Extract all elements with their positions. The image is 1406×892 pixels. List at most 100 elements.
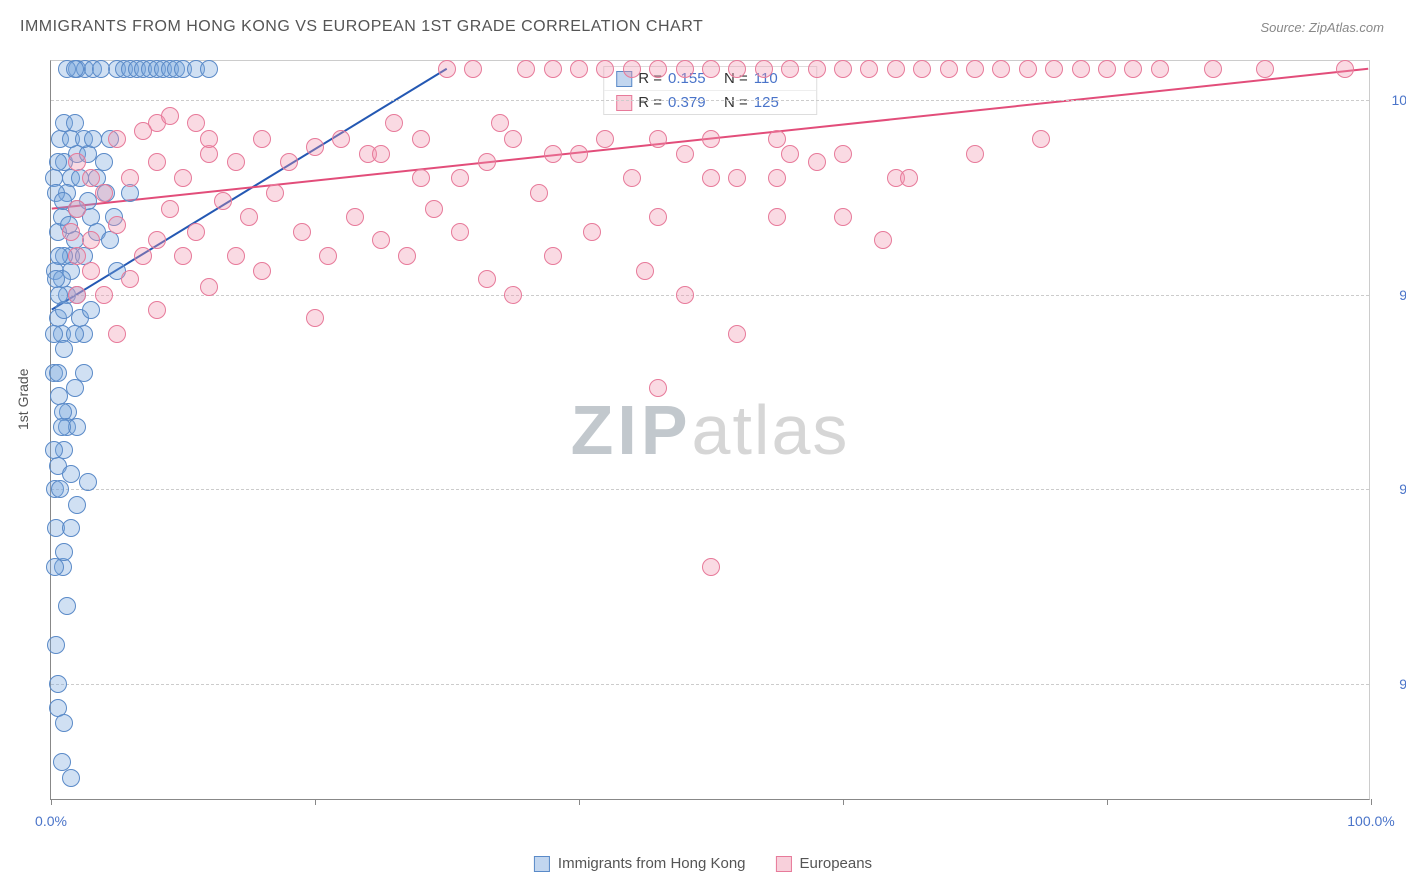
data-point-eu xyxy=(68,286,86,304)
data-point-eu xyxy=(200,130,218,148)
legend-swatch-pink xyxy=(616,95,632,111)
x-tick xyxy=(843,799,844,805)
data-point-hk xyxy=(82,301,100,319)
data-point-eu xyxy=(702,558,720,576)
data-point-eu xyxy=(755,60,773,78)
n-label: N = xyxy=(724,94,748,111)
data-point-eu xyxy=(874,231,892,249)
data-point-eu xyxy=(530,184,548,202)
data-point-eu xyxy=(649,208,667,226)
data-point-hk xyxy=(55,714,73,732)
data-point-eu xyxy=(702,60,720,78)
data-point-hk xyxy=(92,60,110,78)
data-point-eu xyxy=(253,130,271,148)
data-point-eu xyxy=(148,153,166,171)
data-point-eu xyxy=(1032,130,1050,148)
data-point-hk xyxy=(84,130,102,148)
data-point-eu xyxy=(900,169,918,187)
data-point-eu xyxy=(1045,60,1063,78)
chart-title: IMMIGRANTS FROM HONG KONG VS EUROPEAN 1S… xyxy=(20,18,703,36)
data-point-eu xyxy=(570,60,588,78)
legend-swatch-blue xyxy=(534,856,550,872)
data-point-hk xyxy=(101,231,119,249)
n-value-eu: 125 xyxy=(754,94,804,111)
data-point-hk xyxy=(95,153,113,171)
data-point-eu xyxy=(253,262,271,280)
data-point-eu xyxy=(412,130,430,148)
data-point-eu xyxy=(544,247,562,265)
watermark-rest: atlas xyxy=(692,391,850,469)
data-point-eu xyxy=(1098,60,1116,78)
data-point-eu xyxy=(544,60,562,78)
data-point-eu xyxy=(676,286,694,304)
data-point-eu xyxy=(768,169,786,187)
data-point-eu xyxy=(544,145,562,163)
data-point-eu xyxy=(1019,60,1037,78)
data-point-hk xyxy=(47,270,65,288)
data-point-eu xyxy=(570,145,588,163)
data-point-eu xyxy=(834,145,852,163)
data-point-eu xyxy=(306,309,324,327)
data-point-eu xyxy=(913,60,931,78)
data-point-eu xyxy=(834,60,852,78)
data-point-hk xyxy=(45,325,63,343)
data-point-eu xyxy=(293,223,311,241)
data-point-eu xyxy=(121,169,139,187)
data-point-eu xyxy=(148,301,166,319)
data-point-eu xyxy=(385,114,403,132)
legend-row-eu: R = 0.379 N = 125 xyxy=(604,90,816,114)
data-point-hk xyxy=(50,247,68,265)
data-point-eu xyxy=(464,60,482,78)
data-point-eu xyxy=(1072,60,1090,78)
data-point-eu xyxy=(134,122,152,140)
data-point-eu xyxy=(227,247,245,265)
data-point-eu xyxy=(412,169,430,187)
source-name: ZipAtlas.com xyxy=(1309,20,1384,35)
legend-item-eu: Europeans xyxy=(776,855,873,872)
data-point-eu xyxy=(728,60,746,78)
x-tick xyxy=(51,799,52,805)
data-point-hk xyxy=(49,153,67,171)
data-point-eu xyxy=(174,169,192,187)
data-point-hk xyxy=(55,340,73,358)
data-point-eu xyxy=(676,60,694,78)
data-point-eu xyxy=(187,223,205,241)
data-point-eu xyxy=(887,60,905,78)
x-tick xyxy=(315,799,316,805)
data-point-eu xyxy=(68,153,86,171)
data-point-eu xyxy=(781,145,799,163)
data-point-eu xyxy=(1151,60,1169,78)
y-axis-label: 1st Grade xyxy=(15,369,31,430)
legend-label-hk: Immigrants from Hong Kong xyxy=(558,855,746,872)
data-point-hk xyxy=(75,364,93,382)
series-legend: Immigrants from Hong Kong Europeans xyxy=(534,855,872,872)
data-point-hk xyxy=(55,301,73,319)
data-point-eu xyxy=(306,138,324,156)
data-point-eu xyxy=(161,107,179,125)
data-point-eu xyxy=(834,208,852,226)
data-point-eu xyxy=(82,169,100,187)
data-point-eu xyxy=(200,145,218,163)
data-point-eu xyxy=(187,114,205,132)
data-point-eu xyxy=(319,247,337,265)
data-point-eu xyxy=(332,130,350,148)
data-point-eu xyxy=(966,60,984,78)
data-point-eu xyxy=(398,247,416,265)
data-point-eu xyxy=(148,231,166,249)
data-point-eu xyxy=(636,262,654,280)
data-point-eu xyxy=(62,223,80,241)
data-point-hk xyxy=(47,636,65,654)
data-point-eu xyxy=(808,153,826,171)
data-point-hk xyxy=(62,465,80,483)
data-point-eu xyxy=(134,247,152,265)
data-point-eu xyxy=(240,208,258,226)
data-point-eu xyxy=(808,60,826,78)
data-point-eu xyxy=(174,247,192,265)
data-point-eu xyxy=(676,145,694,163)
data-point-eu xyxy=(68,247,86,265)
x-tick-label: 0.0% xyxy=(35,813,67,829)
data-point-eu xyxy=(108,130,126,148)
data-point-eu xyxy=(95,184,113,202)
data-point-hk xyxy=(66,379,84,397)
data-point-eu xyxy=(504,286,522,304)
